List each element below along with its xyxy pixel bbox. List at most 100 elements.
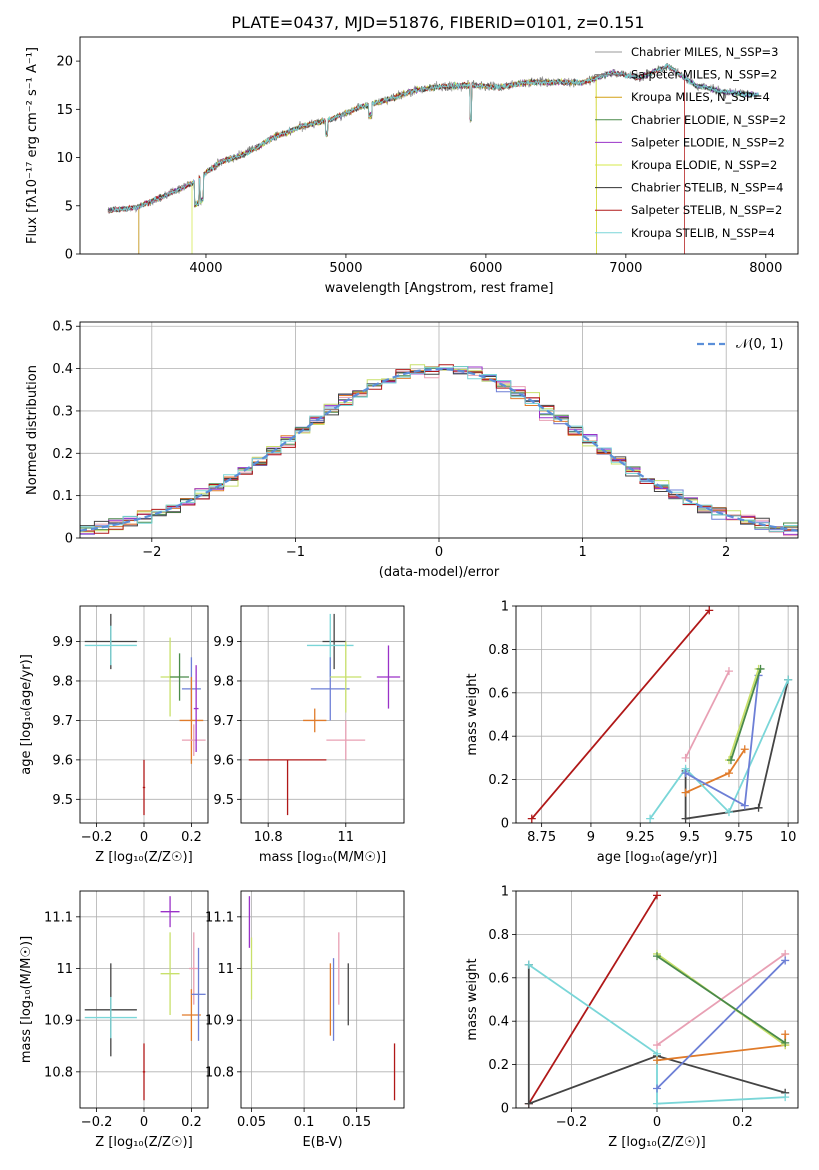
- weight-series-line: [728, 668, 760, 761]
- legend-entry: Salpeter ELODIE, N_SSP=2: [631, 135, 785, 149]
- legend-entry: Salpeter MILES, N_SSP=2: [631, 68, 777, 82]
- x-tick-label: 0.1: [294, 1115, 315, 1130]
- axes-frame: [79, 321, 799, 539]
- x-tick-label: 10.8: [254, 830, 283, 845]
- x-tick-label: −0.2: [81, 1115, 113, 1130]
- weight-series-line: [684, 679, 789, 820]
- legend-entry: Kroupa STELIB, N_SSP=4: [631, 226, 775, 240]
- x-tick-label: 0: [435, 545, 443, 560]
- point-marker: [653, 1041, 661, 1050]
- x-tick-label: −0.2: [81, 830, 113, 845]
- point-marker: [646, 814, 655, 823]
- legend-entry: Chabrier MILES, N_SSP=3: [631, 45, 778, 59]
- point-marker: [781, 956, 790, 965]
- x-tick-label: 0: [653, 1115, 661, 1130]
- x-tick-label: 8.75: [527, 830, 556, 845]
- y-tick-label: 1: [501, 600, 509, 615]
- y-tick-label: 9.5: [52, 793, 73, 808]
- x-tick-label: −0.2: [556, 1115, 588, 1130]
- weight-series-line: [528, 894, 658, 1105]
- x-tick-label: 0.2: [181, 830, 202, 845]
- plot-area: [80, 606, 208, 823]
- x-axis-label: mass [log₁₀(M/M☉)]: [259, 850, 386, 865]
- y-tick-label: 0: [65, 248, 73, 263]
- point-marker: [756, 664, 765, 673]
- point-marker: [705, 606, 714, 615]
- point-marker: [653, 952, 661, 961]
- y-tick-label: 0.5: [52, 320, 73, 335]
- x-tick-label: 7000: [609, 261, 642, 276]
- point-marker: [781, 1093, 790, 1102]
- legend-entry: Kroupa MILES, N_SSP=4: [631, 90, 770, 104]
- point-marker: [653, 891, 661, 900]
- point-marker: [726, 756, 735, 765]
- point-marker: [781, 1038, 790, 1047]
- residuals-panel: −2 −1 0 1 2 0 0.1 0.2 0.3 0.4 0.5 (data-model)/erro…: [25, 320, 799, 580]
- x-tick-label: 5000: [329, 261, 362, 276]
- y-axis-label: mass weight: [465, 958, 480, 1040]
- y-axis-label: age [log₁₀(age/yr)]: [19, 654, 34, 775]
- x-tick-label: −2: [142, 545, 161, 560]
- y-tick-label: 11: [56, 962, 73, 977]
- x-tick-label: 11: [338, 830, 355, 845]
- x-axis-label: (data-model)/error: [379, 565, 500, 580]
- figure-title: PLATE=0437, MJD=51876, FIBERID=0101, z=0…: [231, 13, 644, 32]
- weight-series-line: [656, 959, 786, 1090]
- y-tick-label: 9.5: [213, 793, 234, 808]
- y-tick-label: 20: [56, 55, 73, 70]
- weight-series-line: [730, 668, 762, 761]
- point-marker: [724, 808, 733, 817]
- y-axis-label: mass [log₁₀(M/M☉)]: [19, 936, 34, 1063]
- axes-frame: [79, 890, 209, 1109]
- x-axis-label: age [log₁₀(age/yr)]: [597, 850, 718, 865]
- x-tick-label: 0: [140, 1115, 148, 1130]
- y-tick-label: 9.7: [52, 714, 73, 729]
- point-marker: [754, 803, 763, 812]
- y-tick-label: 5: [65, 199, 73, 214]
- x-tick-label: 8000: [749, 261, 782, 276]
- plot-area: [516, 891, 798, 1108]
- x-axis-label: E(B-V): [302, 1135, 342, 1150]
- y-tick-label: 0.8: [488, 643, 509, 658]
- spectrum-legend: Chabrier MILES, N_SSP=3 Salpeter MILES, N…: [595, 45, 786, 240]
- y-tick-label: 15: [56, 103, 73, 118]
- y-tick-label: 0.2: [488, 773, 509, 788]
- point-marker: [527, 814, 536, 823]
- spectrum-series-line: [191, 76, 597, 254]
- y-tick-label: 10.8: [44, 1065, 73, 1080]
- plot-area: [241, 891, 404, 1108]
- point-marker: [681, 753, 690, 762]
- weight-series-line: [684, 670, 730, 759]
- y-axis-label: Flux [fλ10⁻¹⁷ erg cm⁻² s⁻¹ A⁻¹]: [25, 47, 40, 244]
- plot-area: [516, 606, 798, 823]
- point-marker: [681, 788, 690, 797]
- point-marker: [724, 769, 733, 778]
- y-tick-label: 0.2: [488, 1058, 509, 1073]
- point-marker: [784, 675, 793, 684]
- weight-series-line: [656, 1034, 787, 1062]
- axes-frame: [515, 890, 799, 1109]
- y-tick-label: 0.8: [488, 928, 509, 943]
- y-tick-label: 0: [501, 1102, 509, 1117]
- weight-series-line: [528, 964, 786, 1105]
- point-marker: [681, 769, 690, 778]
- x-tick-label: 0.2: [732, 1115, 753, 1130]
- y-tick-label: 0.4: [488, 730, 509, 745]
- y-tick-label: 1: [501, 885, 509, 900]
- weight-series-line: [685, 675, 760, 808]
- age-massweight-panel: 8.75 9 9.25 9.5 9.75 10 0 0.2 0.4 0.6 0.8 1 age [log…: [465, 600, 799, 865]
- y-tick-label: 9.8: [213, 674, 234, 689]
- plot-area: [107, 62, 759, 254]
- x-tick-label: 6000: [469, 261, 502, 276]
- x-tick-label: −1: [286, 545, 305, 560]
- weight-series-line: [527, 964, 786, 1105]
- y-tick-label: 0: [65, 532, 73, 547]
- y-tick-label: 0.1: [52, 489, 73, 504]
- y-tick-label: 11.1: [205, 910, 234, 925]
- x-tick-label: 0.05: [237, 1115, 266, 1130]
- x-tick-label: 0.15: [342, 1115, 371, 1130]
- y-tick-label: 11: [217, 962, 234, 977]
- x-axis-label: wavelength [Angstrom, rest frame]: [325, 281, 554, 296]
- weight-series-line: [649, 679, 789, 820]
